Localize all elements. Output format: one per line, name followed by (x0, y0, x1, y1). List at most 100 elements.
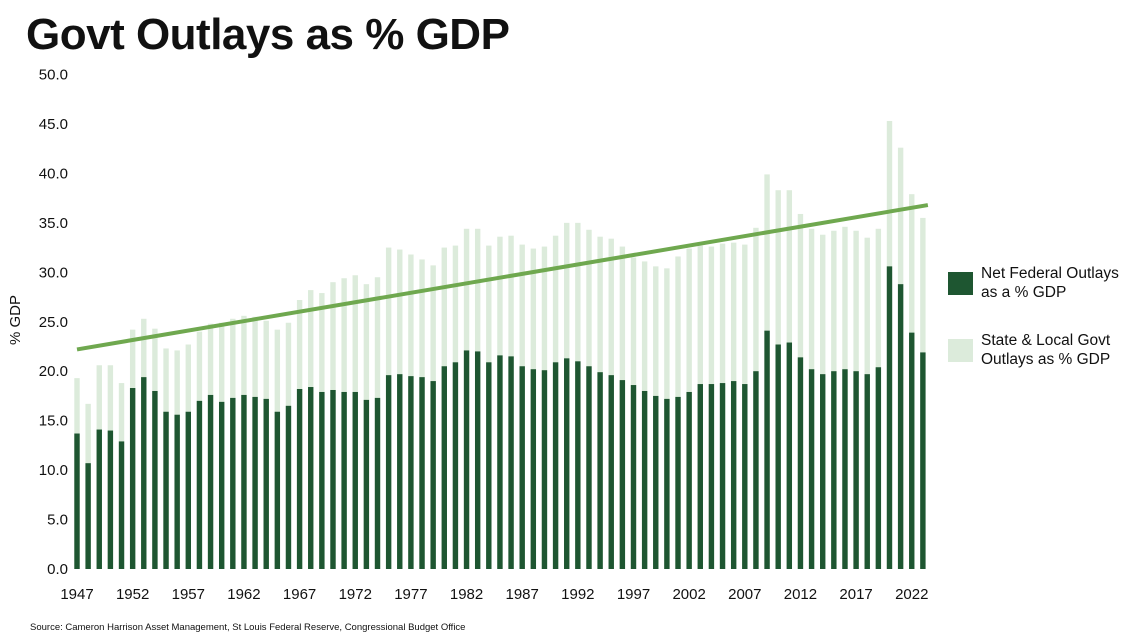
bar-federal-1978 (419, 377, 425, 569)
bar-federal-1952 (129, 388, 136, 569)
x-tick-label: 1997 (617, 586, 650, 603)
x-tick-label: 1992 (561, 586, 594, 603)
bar-federal-2008 (753, 371, 759, 569)
x-tick-label: 2007 (728, 586, 761, 603)
y-tick-label: 20.0 (39, 363, 68, 380)
bar-federal-1976 (397, 374, 403, 569)
y-axis: 0.0 5.0 10.0 15.0 20.0 25.0 30.0 35.0 40.0 45.0 50… (39, 67, 68, 579)
bar-federal-1977 (408, 376, 414, 569)
bar-federal-2018 (864, 374, 870, 569)
bar-federal-1949 (96, 429, 102, 569)
legend-swatch-state-local (948, 339, 973, 362)
x-tick-label: 1972 (339, 586, 372, 603)
bar-federal-1971 (341, 391, 347, 569)
bar-federal-1990 (552, 362, 559, 569)
bar-federal-1968 (308, 387, 314, 569)
legend-item-federal: Net Federal Outlays as a % GDP (948, 264, 1119, 302)
bar-federal-1950 (107, 430, 114, 569)
bar-federal-2001 (675, 396, 681, 569)
x-tick-label: 1947 (60, 586, 93, 603)
x-tick-label: 2017 (839, 586, 872, 603)
x-tick-label: 1987 (506, 586, 539, 603)
x-tick-label: 2002 (672, 586, 705, 603)
bar-federal-1992 (575, 361, 581, 569)
bar-federal-2017 (853, 371, 859, 569)
legend-swatch-federal (948, 272, 973, 295)
bars (74, 120, 926, 570)
y-tick-label: 50.0 (39, 67, 68, 84)
bar-federal-2015 (831, 371, 837, 569)
legend-label: Net Federal Outlays (981, 265, 1119, 282)
x-axis: 1947 1952 1957 1962 1967 1972 1977 1982 1987 1992… (60, 586, 928, 603)
bar-federal-2012 (797, 357, 804, 569)
y-tick-label: 10.0 (39, 462, 68, 479)
x-tick-label: 1957 (172, 586, 205, 603)
bar-federal-1983 (474, 351, 481, 569)
bar-federal-2023 (920, 352, 926, 569)
bar-federal-1962 (241, 394, 247, 569)
bar-federal-2002 (686, 391, 692, 569)
bar-federal-2013 (808, 369, 815, 569)
bar-federal-1982 (463, 350, 470, 569)
bar-federal-1959 (207, 394, 214, 569)
legend: Net Federal Outlays as a % GDP State & L… (948, 264, 1119, 398)
x-tick-label: 1977 (394, 586, 427, 603)
y-axis-label: % GDP (7, 295, 24, 345)
bar-federal-1954 (152, 390, 158, 569)
bar-federal-1974 (374, 397, 381, 569)
bar-federal-2009 (764, 330, 770, 569)
bar-federal-1999 (653, 395, 659, 569)
bar-federal-1963 (252, 396, 258, 569)
bar-federal-2019 (875, 367, 882, 569)
bar-federal-1969 (319, 391, 325, 569)
bar-federal-1994 (597, 372, 603, 569)
bar-federal-2020 (886, 266, 893, 569)
bar-federal-1997 (630, 385, 637, 569)
x-tick-label: 1962 (227, 586, 260, 603)
bar-federal-1979 (430, 381, 436, 569)
bar-federal-1991 (564, 358, 570, 569)
bar-federal-1967 (296, 389, 303, 569)
legend-label: State & Local Govt (981, 332, 1111, 349)
bar-federal-1966 (285, 405, 292, 569)
y-tick-label: 30.0 (39, 264, 68, 281)
trend-line (76, 203, 929, 352)
y-tick-label: 45.0 (39, 116, 68, 133)
bar-federal-2006 (730, 381, 737, 569)
bar-federal-1981 (452, 362, 459, 569)
bar-federal-1951 (118, 441, 125, 569)
y-tick-label: 35.0 (39, 215, 68, 232)
y-tick-label: 25.0 (39, 314, 68, 331)
bar-federal-1995 (608, 375, 614, 569)
bar-federal-1958 (196, 400, 203, 569)
y-tick-label: 5.0 (47, 512, 68, 529)
y-tick-label: 40.0 (39, 165, 68, 182)
source-note: Source: Cameron Harrison Asset Managemen… (30, 622, 466, 633)
bar-federal-1961 (230, 397, 236, 569)
x-tick-label: 2022 (895, 586, 928, 603)
legend-label: as a % GDP (981, 284, 1067, 301)
bar-federal-1960 (218, 401, 225, 569)
bar-federal-1998 (641, 390, 648, 569)
bar-federal-1955 (163, 411, 169, 569)
bar-federal-2010 (775, 344, 781, 569)
x-tick-label: 1967 (283, 586, 316, 603)
bar-federal-2022 (909, 332, 915, 569)
bar-federal-2005 (719, 383, 726, 569)
bar-federal-2000 (664, 398, 670, 569)
bar-federal-2011 (786, 342, 793, 569)
bar-federal-1957 (185, 411, 191, 569)
x-tick-label: 1982 (450, 586, 483, 603)
bar-federal-1948 (85, 463, 91, 569)
bar-federal-1988 (530, 369, 537, 569)
bar-federal-1984 (486, 362, 492, 569)
bar-federal-2007 (742, 384, 748, 569)
bar-federal-1996 (619, 380, 626, 569)
bar-federal-1972 (352, 391, 358, 569)
legend-label: Outlays as % GDP (981, 351, 1111, 368)
x-tick-label: 1952 (116, 586, 149, 603)
legend-item-state-local: State & Local Govt Outlays as % GDP (948, 331, 1119, 369)
bar-federal-1989 (541, 370, 548, 569)
bar-federal-2014 (820, 374, 826, 569)
